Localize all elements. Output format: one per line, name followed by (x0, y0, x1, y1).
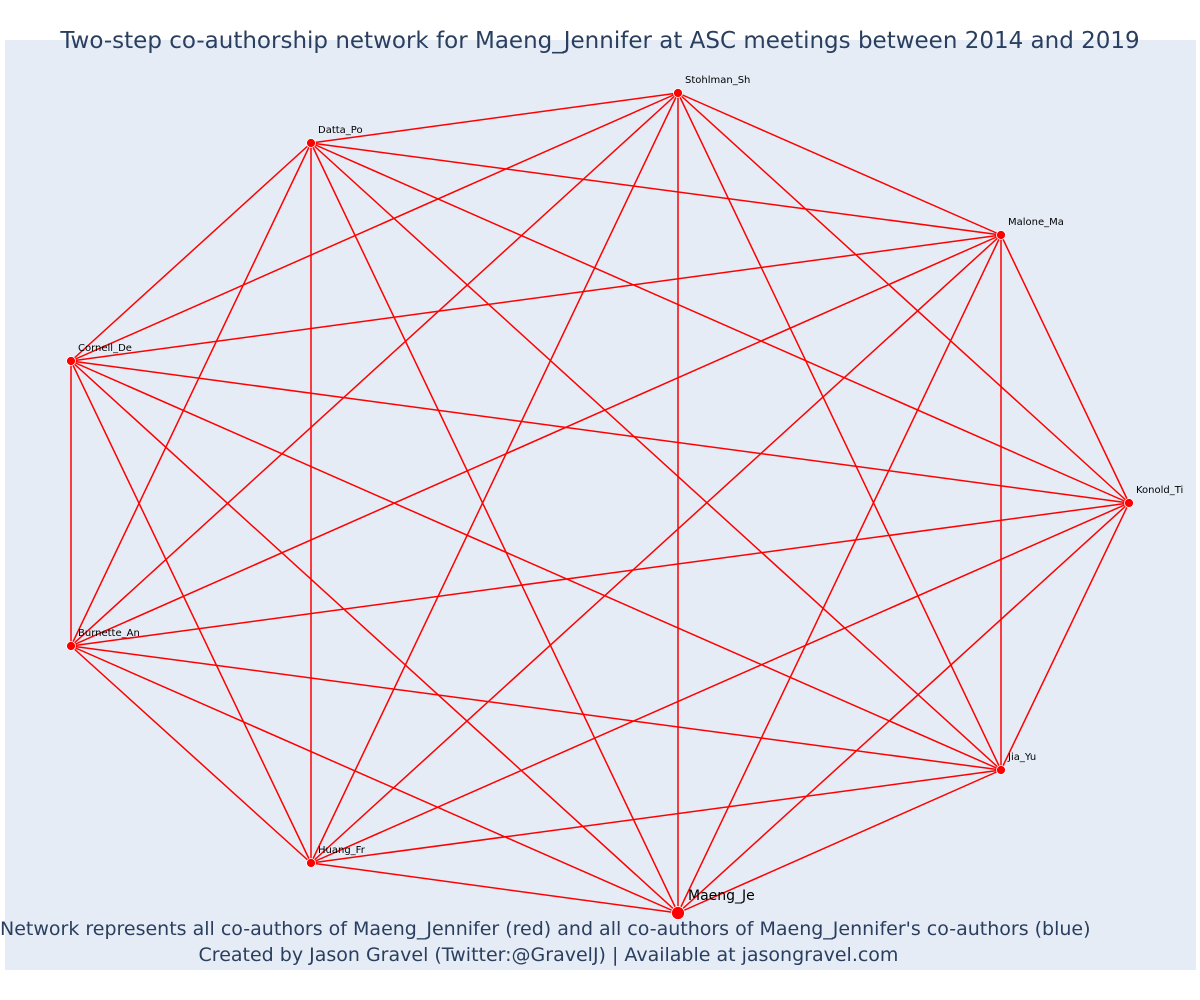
node-label-Maeng_Je: Maeng_Je (688, 888, 755, 904)
edge-Maeng_Je-Burnette_An (70, 645, 679, 914)
node-Datta_Po[interactable] (306, 138, 316, 148)
plot-area (5, 40, 1196, 970)
page-title: Two-step co-authorship network for Maeng… (60, 28, 1140, 54)
node-Stohlman_Sh[interactable] (673, 88, 683, 98)
edge-Huang_Fr-Burnette_An (70, 645, 312, 864)
edge-Malone_Ma-Konold_Ti (1000, 234, 1130, 504)
edge-Huang_Fr-Konold_Ti (310, 502, 1130, 864)
edge-Datta_Po-Jia_Yu (310, 142, 1002, 771)
caption-line-1: Network represents all co-authors of Mae… (0, 918, 1091, 940)
node-label-Konold_Ti: Konold_Ti (1136, 485, 1183, 496)
node-label-Malone_Ma: Malone_Ma (1008, 217, 1064, 228)
caption-line-2: Created by Jason Gravel (Twitter:@Gravel… (198, 944, 899, 966)
edge-Datta_Po-Stohlman_Sh (310, 92, 679, 144)
node-label-Burnette_An: Burnette_An (78, 628, 140, 639)
edge-Burnette_An-Jia_Yu (70, 645, 1002, 771)
edge-Cornell_De-Stohlman_Sh (70, 92, 679, 362)
node-label-Stohlman_Sh: Stohlman_Sh (685, 75, 750, 86)
edge-Maeng_Je-Jia_Yu (677, 769, 1002, 914)
node-Konold_Ti[interactable] (1124, 498, 1134, 508)
edge-Maeng_Je-Konold_Ti (677, 502, 1130, 914)
edge-Cornell_De-Jia_Yu (70, 360, 1002, 771)
edge-Maeng_Je-Cornell_De (70, 360, 679, 914)
edge-Stohlman_Sh-Konold_Ti (677, 92, 1130, 504)
edge-Cornell_De-Datta_Po (70, 142, 312, 362)
nodes-layer (66, 88, 1134, 920)
edge-Maeng_Je-Datta_Po (310, 142, 679, 914)
node-Jia_Yu[interactable] (996, 765, 1006, 775)
node-label-Huang_Fr: Huang_Fr (318, 845, 366, 856)
edge-Stohlman_Sh-Malone_Ma (677, 92, 1002, 236)
edge-Huang_Fr-Malone_Ma (310, 234, 1002, 864)
edge-Huang_Fr-Jia_Yu (310, 769, 1002, 864)
edge-Maeng_Je-Huang_Fr (310, 862, 679, 914)
edge-Konold_Ti-Jia_Yu (1000, 502, 1130, 771)
edge-Burnette_An-Stohlman_Sh (70, 92, 679, 647)
edge-Burnette_An-Konold_Ti (70, 502, 1130, 647)
node-label-Datta_Po: Datta_Po (318, 125, 363, 136)
edge-Stohlman_Sh-Jia_Yu (677, 92, 1002, 771)
edge-Burnette_An-Malone_Ma (70, 234, 1002, 647)
node-label-Jia_Yu: Jia_Yu (1007, 752, 1036, 763)
labels-layer: Maeng_Je Huang_Fr Burnette_An Cornell_De Dat… (78, 75, 1183, 904)
edge-Cornell_De-Malone_Ma (70, 234, 1002, 362)
node-Huang_Fr[interactable] (306, 858, 316, 868)
node-Burnette_An[interactable] (66, 641, 76, 651)
edge-Huang_Fr-Cornell_De (70, 360, 312, 864)
edge-Cornell_De-Konold_Ti (70, 360, 1130, 504)
edge-Burnette_An-Datta_Po (70, 142, 312, 647)
edge-Huang_Fr-Stohlman_Sh (310, 92, 679, 864)
node-Malone_Ma[interactable] (996, 230, 1006, 240)
node-Maeng_Je[interactable] (671, 906, 685, 920)
edges-layer (70, 92, 1130, 914)
edge-Datta_Po-Malone_Ma (310, 142, 1002, 236)
edge-Maeng_Je-Malone_Ma (677, 234, 1002, 914)
node-Cornell_De[interactable] (66, 356, 76, 366)
edge-Datta_Po-Konold_Ti (310, 142, 1130, 504)
node-label-Cornell_De: Cornell_De (78, 343, 132, 354)
